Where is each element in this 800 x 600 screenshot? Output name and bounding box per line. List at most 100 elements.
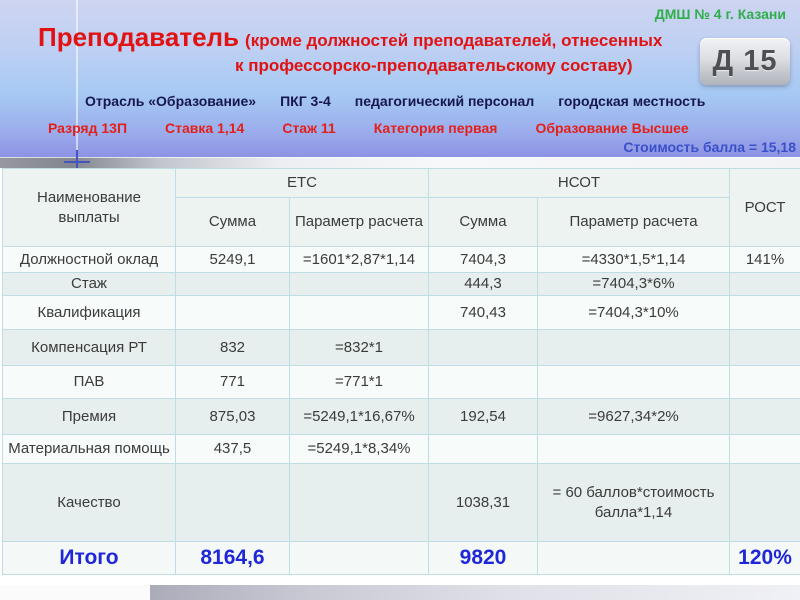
table-row: Должностной оклад 5249,1 =1601*2,87*1,14… (2, 246, 800, 273)
title-block: Преподаватель (кроме должностей преподава… (38, 22, 678, 76)
info-stavka: Ставка 1,14 (165, 120, 245, 136)
cell-ets-param: =5249,1*8,34% (289, 434, 429, 464)
cell-rost (729, 434, 800, 464)
cell-nsot-sum (428, 434, 538, 464)
cell-name: Премия (2, 398, 176, 435)
cell-nsot-param (536, 434, 731, 464)
cell-rost (729, 463, 800, 542)
slide-code-badge: Д 15 (700, 38, 790, 85)
cell-ets-param: =771*1 (289, 365, 429, 399)
column-header-name: Наименование выплаты (2, 168, 176, 247)
info-category: Категория первая (373, 120, 498, 136)
bottom-shadow-bar (150, 585, 800, 600)
info-line-attributes: Разряд 13П Ставка 1,14 Стаж 11 Категория… (48, 120, 689, 136)
cell-nsot-param (536, 329, 731, 366)
cell-name: ПАВ (2, 365, 176, 399)
cell-nsot-sum (428, 329, 538, 366)
cell-name: Компенсация РТ (2, 329, 176, 366)
column-group-ets: ЕТС (175, 168, 429, 198)
table-row: ПАВ 771 =771*1 (2, 365, 800, 399)
decor-vertical-line (76, 0, 78, 157)
cell-ets-sum (175, 272, 290, 296)
table-row: Стаж 444,3 =7404,3*6% (2, 272, 800, 296)
cell-ets-param: =5249,1*16,67% (289, 398, 429, 435)
score-note: Стоимость балла = 15,18 (623, 139, 796, 155)
divider-bar (0, 157, 800, 168)
cell-nsot-sum: 9820 (428, 541, 538, 575)
subheader-nsot-param: Параметр расчета (536, 197, 731, 247)
info-razryad: Разряд 13П (48, 120, 128, 136)
cell-ets-param: =1601*2,87*1,14 (289, 246, 429, 273)
cell-nsot-param: =9627,34*2% (536, 398, 731, 435)
salary-table: Наименование выплаты ЕТС НСОТ РОСТ Сумма… (2, 168, 800, 575)
cell-nsot-param (536, 365, 731, 399)
subheader-ets-sum: Сумма (175, 197, 290, 247)
cell-nsot-param: =7404,3*10% (536, 295, 731, 330)
cell-ets-sum: 832 (175, 329, 290, 366)
cell-ets-sum: 5249,1 (175, 246, 290, 273)
info-pkg: ПКГ 3-4 (280, 93, 331, 109)
cell-nsot-param: = 60 баллов*стоимость балла*1,14 (536, 463, 731, 542)
table-row: Квалификация 740,43 =7404,3*10% (2, 295, 800, 330)
page-title: Преподаватель (38, 22, 240, 52)
column-header-rost: РОСТ (729, 168, 800, 247)
cell-nsot-sum: 444,3 (428, 272, 538, 296)
title-line1: Преподаватель (кроме должностей преподава… (38, 22, 678, 53)
cell-nsot-param: =4330*1,5*1,14 (536, 246, 731, 273)
cell-ets-param (289, 463, 429, 542)
subheader-ets-param: Параметр расчета (289, 197, 429, 247)
cell-name: Квалификация (2, 295, 176, 330)
crosshair-marker (64, 150, 90, 175)
cell-name: Материальная помощь (2, 434, 176, 464)
cell-ets-sum: 8164,6 (175, 541, 290, 575)
cell-name: Качество (2, 463, 176, 542)
cell-ets-sum: 875,03 (175, 398, 290, 435)
cell-ets-param (289, 541, 429, 575)
cell-ets-param (289, 272, 429, 296)
table-row: Качество 1038,31 = 60 баллов*стоимость б… (2, 463, 800, 542)
cell-ets-param: =832*1 (289, 329, 429, 366)
table-row-total: Итого 8164,6 9820 120% (2, 541, 800, 575)
cell-name: Стаж (2, 272, 176, 296)
cell-ets-sum: 437,5 (175, 434, 290, 464)
cell-rost (729, 272, 800, 296)
subheader-nsot-sum: Сумма (428, 197, 538, 247)
page-subtitle-line2: к профессорско-преподавательскому состав… (235, 56, 633, 75)
cell-ets-sum (175, 295, 290, 330)
cell-rost: 141% (729, 246, 800, 273)
cell-rost (729, 398, 800, 435)
table-header: Наименование выплаты ЕТС НСОТ РОСТ Сумма… (2, 168, 800, 247)
table-body: Должностной оклад 5249,1 =1601*2,87*1,14… (2, 246, 800, 575)
cell-rost (729, 295, 800, 330)
cell-name: Итого (2, 541, 176, 575)
cell-nsot-sum: 1038,31 (428, 463, 538, 542)
slide-header-background: ДМШ № 4 г. Казани Преподаватель (кроме до… (0, 0, 800, 157)
info-stazh: Стаж 11 (282, 120, 336, 136)
info-line-industry: Отрасль «Образование» ПКГ 3-4 педагогиче… (85, 93, 705, 109)
table-row: Премия 875,03 =5249,1*16,67% 192,54 =962… (2, 398, 800, 435)
cell-ets-param (289, 295, 429, 330)
cell-nsot-param: =7404,3*6% (536, 272, 731, 296)
cell-rost: 120% (729, 541, 800, 575)
info-locality: городская местность (558, 93, 706, 109)
page-subtitle-line1: (кроме должностей преподавателей, отнесе… (245, 31, 663, 50)
info-education: Образование Высшее (535, 120, 689, 136)
info-industry: Отрасль «Образование» (85, 93, 257, 109)
cell-nsot-sum: 7404,3 (428, 246, 538, 273)
org-label: ДМШ № 4 г. Казани (654, 6, 786, 22)
cell-nsot-sum: 740,43 (428, 295, 538, 330)
cell-nsot-sum: 192,54 (428, 398, 538, 435)
table-row: Материальная помощь 437,5 =5249,1*8,34% (2, 434, 800, 464)
table-row: Компенсация РТ 832 =832*1 (2, 329, 800, 366)
cell-ets-sum (175, 463, 290, 542)
cell-name: Должностной оклад (2, 246, 176, 273)
info-personnel: педагогический персонал (354, 93, 535, 109)
cell-rost (729, 365, 800, 399)
bottom-left-corner (0, 585, 150, 600)
cell-rost (729, 329, 800, 366)
column-group-nsot: НСОТ (427, 168, 731, 198)
cell-nsot-param (536, 541, 731, 575)
badge-label: Д 15 (712, 45, 778, 77)
cell-ets-sum: 771 (175, 365, 290, 399)
